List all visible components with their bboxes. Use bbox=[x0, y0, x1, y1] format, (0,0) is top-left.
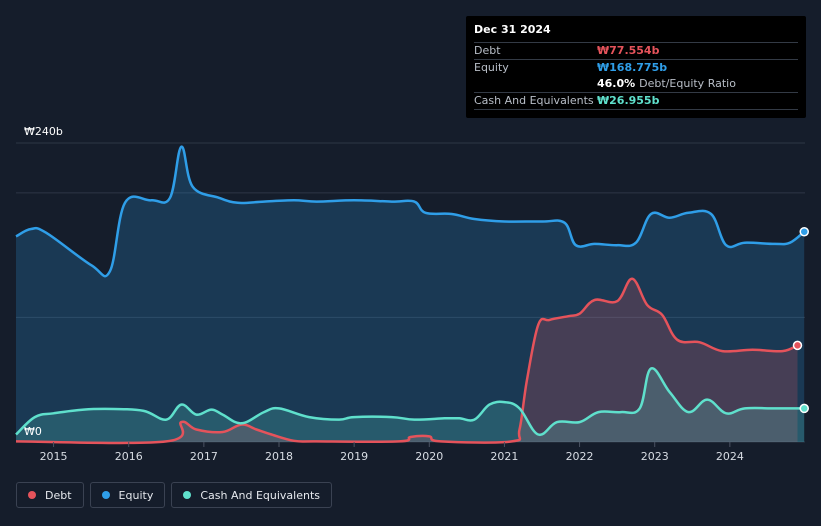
x-tick-label: 2016 bbox=[115, 450, 143, 463]
legend-label: Debt bbox=[45, 488, 72, 502]
tooltip-value-equity: ₩168.775b bbox=[597, 61, 668, 74]
tooltip-ratio-caption: Debt/Equity Ratio bbox=[639, 77, 736, 90]
tooltip-row-ratio: 46.0% Debt/Equity Ratio bbox=[474, 76, 798, 93]
legend-item-debt[interactable]: Debt bbox=[16, 482, 84, 508]
tooltip-row-cash: Cash And Equivalents ₩26.955b bbox=[474, 93, 798, 110]
legend-dot-icon bbox=[28, 491, 36, 499]
x-tick-label: 2018 bbox=[265, 450, 293, 463]
line-cash-and-equivalents bbox=[15, 367, 805, 437]
tooltip-row-debt: Debt ₩77.554b bbox=[474, 43, 798, 60]
x-tick-label: 2020 bbox=[415, 450, 443, 463]
tooltip-value-cash: ₩26.955b bbox=[597, 94, 660, 107]
x-tick-label: 2023 bbox=[641, 450, 669, 463]
series-lines bbox=[15, 145, 806, 445]
x-tick-label: 2015 bbox=[40, 450, 68, 463]
y-axis-bottom-label: ₩0 bbox=[24, 425, 42, 438]
line-debt bbox=[15, 277, 799, 445]
tooltip-label: Cash And Equivalents bbox=[474, 94, 594, 107]
legend: Debt Equity Cash And Equivalents bbox=[16, 482, 332, 508]
tooltip-date: Dec 31 2024 bbox=[474, 23, 798, 43]
tooltip-label: Debt bbox=[474, 44, 501, 57]
x-tick-label: 2017 bbox=[190, 450, 218, 463]
legend-label: Equity bbox=[118, 488, 154, 502]
end-marker-cash-and-equivalents bbox=[799, 403, 809, 414]
legend-dot-icon bbox=[101, 491, 110, 499]
area-equity bbox=[16, 146, 805, 442]
x-tick-label: 2021 bbox=[490, 450, 518, 463]
tooltip-value-debt: ₩77.554b bbox=[597, 44, 660, 57]
tooltip-value-ratio: 46.0% bbox=[597, 77, 636, 90]
end-marker-equity bbox=[799, 226, 809, 237]
end-marker-debt bbox=[792, 340, 803, 351]
legend-label: Cash And Equivalents bbox=[200, 488, 320, 502]
x-tick-label: 2019 bbox=[340, 450, 368, 463]
tooltip-label: Equity bbox=[474, 61, 509, 74]
x-axis-ticks: 2015 2016 2017 2018 2019 2020 2021 2022 2023 2024 bbox=[40, 442, 744, 463]
legend-dot-icon bbox=[183, 491, 192, 499]
tooltip-row-equity: Equity ₩168.775b bbox=[474, 60, 798, 76]
legend-item-equity[interactable]: Equity bbox=[89, 482, 166, 508]
line-equity bbox=[15, 145, 806, 278]
y-axis-top-label: ₩240b bbox=[24, 125, 63, 138]
x-tick-label: 2024 bbox=[716, 450, 744, 463]
area-cash-and-equivalents bbox=[16, 368, 805, 442]
series-end-markers bbox=[792, 226, 809, 414]
tooltip-label bbox=[474, 76, 597, 92]
tooltip-panel: Dec 31 2024 Debt ₩77.554b Equity ₩168.77… bbox=[466, 16, 806, 118]
legend-item-cash[interactable]: Cash And Equivalents bbox=[171, 482, 332, 508]
x-tick-label: 2022 bbox=[566, 450, 594, 463]
area-debt bbox=[16, 278, 798, 443]
series-areas bbox=[16, 146, 805, 443]
